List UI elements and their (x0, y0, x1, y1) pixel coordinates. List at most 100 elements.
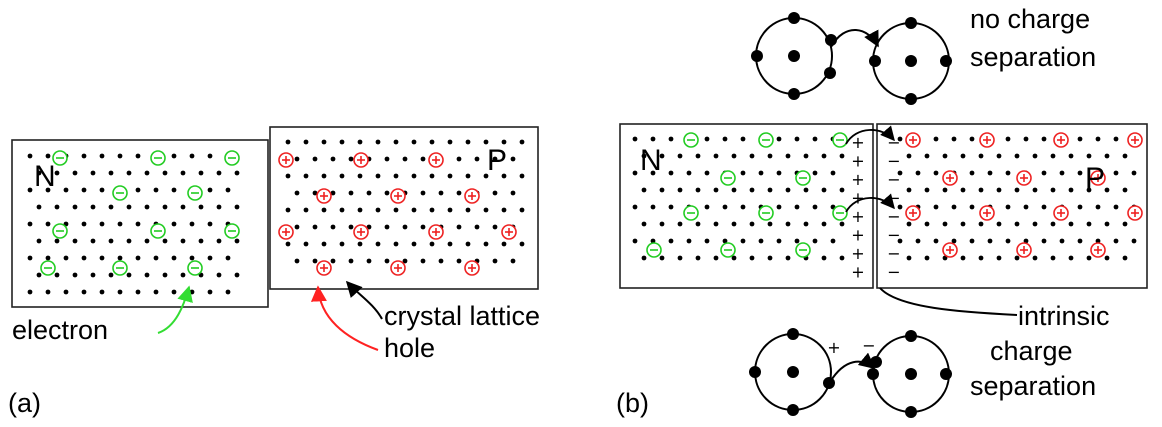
lattice-dot (906, 187, 912, 193)
lattice-dot (321, 173, 327, 179)
lattice-dot (821, 153, 827, 159)
lattice-dot (713, 221, 719, 227)
hole-carrier (979, 205, 995, 221)
lattice-dot (740, 204, 746, 210)
lattice-dot (135, 255, 141, 261)
lattice-dot (924, 255, 930, 261)
lattice-dot (897, 238, 903, 244)
electron-carrier (52, 150, 68, 166)
lattice-dot (519, 241, 525, 247)
lattice-dot (897, 136, 903, 142)
electron-carrier (683, 205, 699, 221)
lattice-dot (321, 139, 327, 145)
lattice-dot (924, 153, 930, 159)
lattice-dot (1104, 187, 1110, 193)
lattice-dot (384, 156, 390, 162)
panel-b-id-label: (b) (616, 388, 649, 418)
hole-carrier (278, 152, 294, 168)
lattice-dot (1113, 136, 1119, 142)
lattice-dot (108, 204, 114, 210)
lattice-dot (1068, 255, 1074, 261)
lattice-dot (960, 221, 966, 227)
lattice-dot (153, 289, 159, 295)
junction-minus-sign: − (887, 263, 900, 282)
lattice-dot (456, 156, 462, 162)
hole-carrier (464, 260, 480, 276)
electron-carrier (758, 132, 774, 148)
electron-carrier (224, 223, 240, 239)
junction-plus-sign: + (851, 152, 864, 171)
lattice-dot (1086, 153, 1092, 159)
lattice-dot (483, 241, 489, 247)
lattice-dot (1041, 170, 1047, 176)
lattice-dot (830, 238, 836, 244)
orbital-electron (787, 404, 799, 416)
lattice-dot (474, 224, 480, 230)
lattice-dot (668, 136, 674, 142)
hole-carrier (905, 205, 921, 221)
lattice-dot (447, 207, 453, 213)
junction-plus-sign: + (851, 244, 864, 263)
lattice-dot (794, 204, 800, 210)
lattice-dot (144, 204, 150, 210)
orbital-electron (824, 67, 836, 79)
lattice-dot (189, 255, 195, 261)
lattice-dot (1032, 187, 1038, 193)
atom-nucleus (905, 368, 917, 380)
lattice-dot (1086, 255, 1092, 261)
lattice-dot (45, 221, 51, 227)
lattice-dot (695, 255, 701, 261)
lattice-dot (375, 139, 381, 145)
lattice-dot (960, 255, 966, 261)
hole-carrier (464, 188, 480, 204)
lattice-dot (117, 153, 123, 159)
lattice-dot (1104, 153, 1110, 159)
lattice-dot (1014, 187, 1020, 193)
lattice-dot (294, 224, 300, 230)
orbital-electron (787, 328, 799, 340)
lattice-dot (483, 173, 489, 179)
n-lattice-b (632, 132, 848, 261)
lattice-dot (1005, 204, 1011, 210)
lattice-dot (393, 241, 399, 247)
lattice-dot (1104, 221, 1110, 227)
lattice-dot (1005, 136, 1011, 142)
lattice-dot (411, 207, 417, 213)
n-type-block-a (11, 139, 269, 308)
lattice-dot (402, 224, 408, 230)
junction-minus-sign: − (887, 244, 900, 263)
lattice-dot (1122, 187, 1128, 193)
electron-carrier (646, 242, 662, 258)
lattice-dot (189, 153, 195, 159)
junction-plus-sign: + (851, 263, 864, 282)
lattice-dot (641, 187, 647, 193)
lattice-dot (803, 153, 809, 159)
atom-pair-no-separation (751, 12, 952, 105)
lattice-dot (906, 255, 912, 261)
lattice-dot (447, 173, 453, 179)
n-region-label-b: N (640, 144, 662, 177)
lattice-dot (339, 139, 345, 145)
p-lattice-b (897, 132, 1143, 261)
electron-carrier (224, 150, 240, 166)
lattice-dot (731, 221, 737, 227)
lattice-dot (357, 173, 363, 179)
lattice-dot (767, 187, 773, 193)
lattice-dot (126, 170, 132, 176)
lattice-dot (897, 204, 903, 210)
lattice-dot (749, 153, 755, 159)
lattice-dot (906, 153, 912, 159)
lattice-dot (384, 190, 390, 196)
lattice-dot (225, 187, 231, 193)
lattice-dot (312, 224, 318, 230)
lattice-dot (830, 170, 836, 176)
lattice-dot (216, 238, 222, 244)
lattice-dot (99, 153, 105, 159)
lattice-dot (189, 221, 195, 227)
lattice-dot (1050, 153, 1056, 159)
atom-nucleus (905, 55, 917, 67)
lattice-dot (996, 221, 1002, 227)
lattice-dot (72, 238, 78, 244)
lattice-dot (72, 204, 78, 210)
hole-carrier (905, 132, 921, 148)
